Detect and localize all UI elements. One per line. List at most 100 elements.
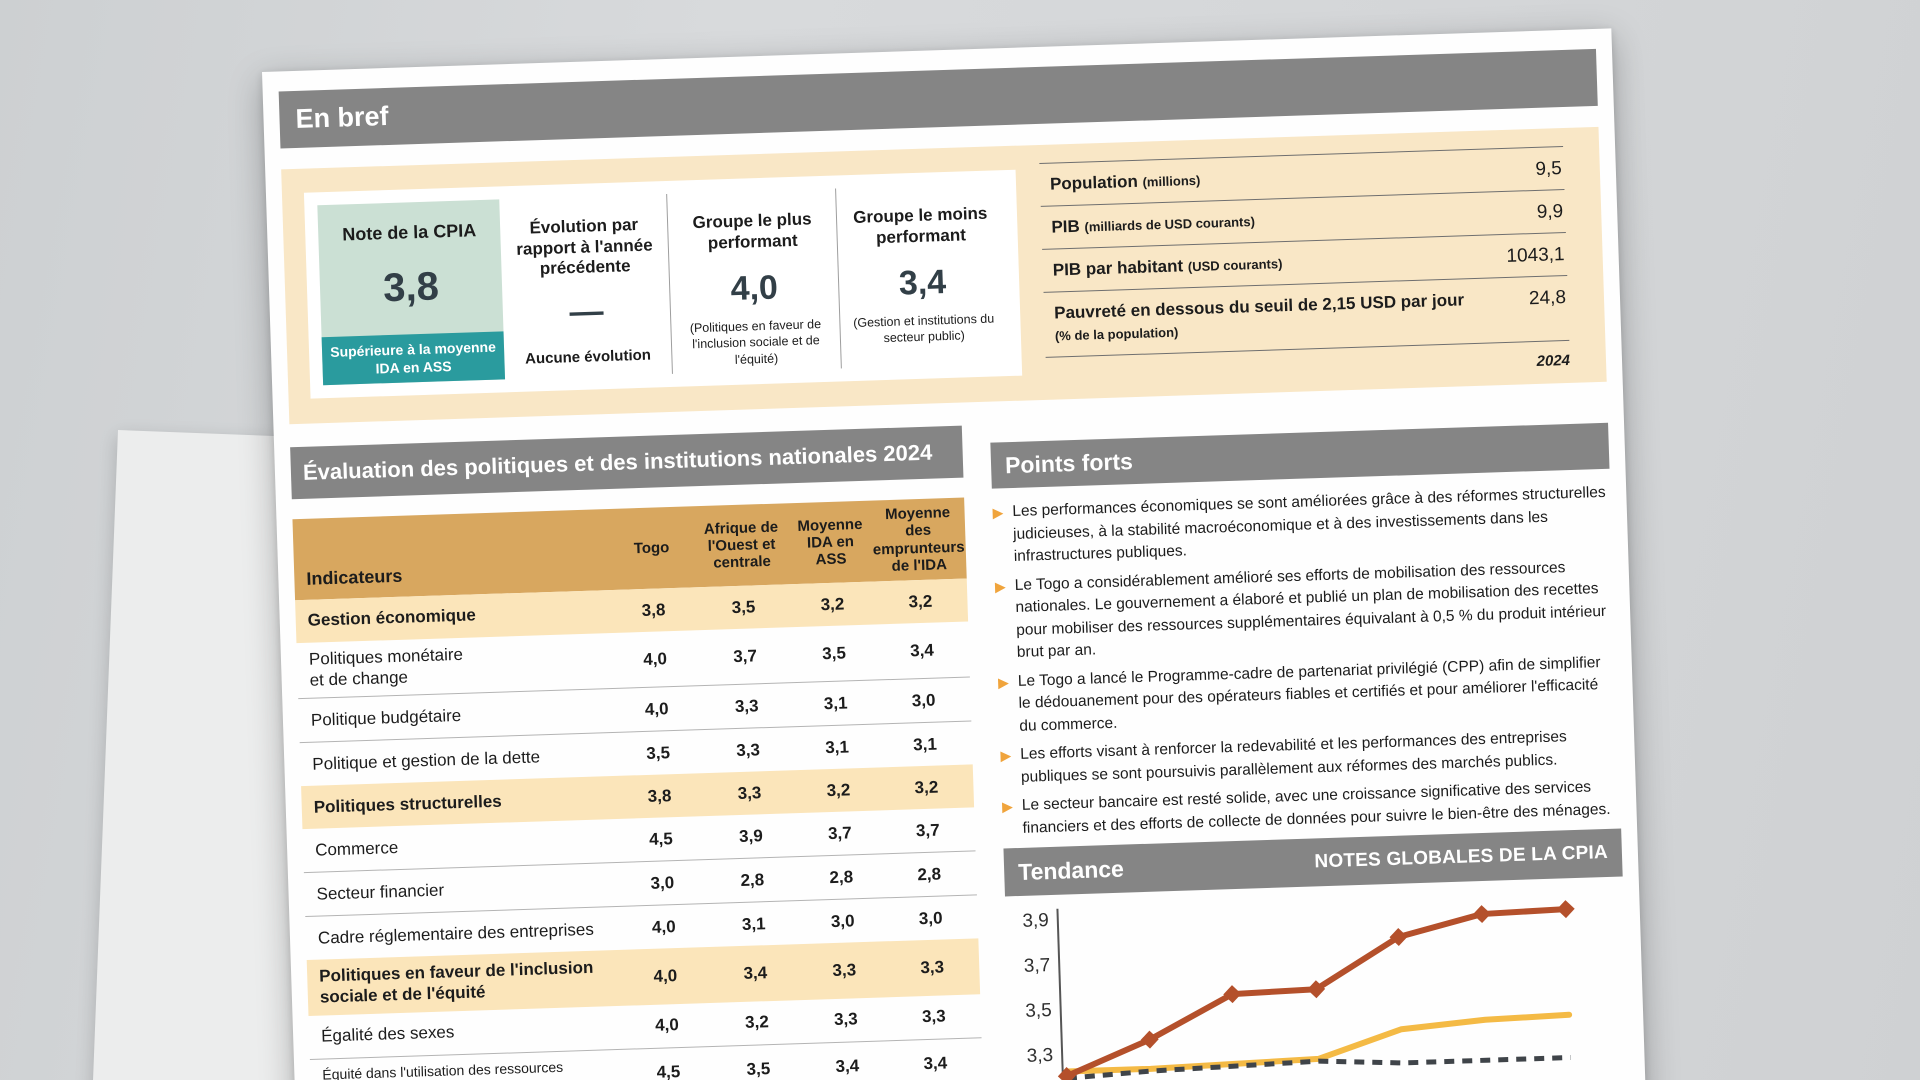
stat-value: 1043,1 <box>1506 244 1565 267</box>
stat-text: Population (millions) <box>1050 160 1483 197</box>
worst-group-value: 3,4 <box>898 263 947 303</box>
stat-text: PIB (milliards de USD courants) <box>1051 203 1484 240</box>
column-header: Afrique de l'Ouest et centrale <box>703 518 779 572</box>
stat-value: 9,5 <box>1535 158 1563 180</box>
row-value: 3,8 <box>641 599 666 620</box>
series-ligne-pointillee-foncee <box>1066 1055 1571 1080</box>
y-axis-tick-label: 3,9 <box>1022 910 1049 932</box>
row-label: Cadre réglementaire des entreprises <box>317 919 595 948</box>
cpia-score-box: Note de la CPIA 3,8 Supérieure à la moye… <box>317 199 506 386</box>
stat-unit: (millions) <box>1142 172 1201 190</box>
diamond-marker <box>1223 985 1242 1004</box>
row-value: 3,4 <box>923 1053 948 1074</box>
stat-text: Pauvreté en dessous du seuil de 2,15 USD… <box>1054 289 1487 347</box>
y-axis-tick-label: 3,5 <box>1025 1000 1052 1022</box>
row-label: Commerce <box>314 837 399 860</box>
column-header: Moyenne IDA en ASS <box>797 515 863 569</box>
row-value: 3,0 <box>650 873 675 893</box>
right-column: Points forts ▶ Les performances économiqu… <box>990 422 1630 1080</box>
bullet-item: ▶ Le Togo a lancé le Programme-cadre de p… <box>998 651 1618 738</box>
row-value: 3,5 <box>821 643 847 663</box>
row-label: Secteur financier <box>316 880 445 904</box>
stat-label: Population <box>1049 171 1143 194</box>
row-value: 3,1 <box>824 737 850 758</box>
row-value: 3,0 <box>911 690 936 711</box>
diamond-marker <box>1556 900 1575 919</box>
evaluation-title: Évaluation des politiques et des institu… <box>302 439 933 485</box>
bullet-item: ▶ Les performances économiques se sont am… <box>992 482 1612 569</box>
diamond-marker <box>1389 928 1408 947</box>
stat-value: 9,9 <box>1536 201 1564 223</box>
row-value: 3,3 <box>833 1009 859 1030</box>
row-value: 3,3 <box>920 957 945 978</box>
y-axis-tick-label: 3,7 <box>1024 955 1051 977</box>
row-value: 4,0 <box>653 966 678 987</box>
row-value: 3,3 <box>832 960 857 981</box>
diamond-marker <box>1057 1067 1076 1080</box>
row-value: 3,3 <box>734 696 759 717</box>
row-label: Politique et gestion de la dette <box>312 746 541 774</box>
row-value: 3,1 <box>741 914 766 934</box>
evaluation-section: Évaluation des politiques et des institu… <box>290 425 984 1080</box>
row-label: Politiques en faveur de l'inclusion soci… <box>318 958 594 1007</box>
bullet-triangle-icon: ▶ <box>992 504 1004 521</box>
points-forts-title: Points forts <box>1004 447 1134 478</box>
evaluation-header-bar: Évaluation des politiques et des institu… <box>290 425 964 500</box>
stat-unit: (USD courants) <box>1187 256 1283 275</box>
row-value: 3,1 <box>823 693 848 714</box>
row-value: 3,4 <box>743 963 768 984</box>
stat-label: Pauvreté en dessous du seuil de 2,15 USD… <box>1053 290 1465 323</box>
evolution-column: Évolution par rapport à l'année précéden… <box>499 194 672 379</box>
row-label: Politiques monétaire et de change <box>308 644 464 690</box>
best-group-value: 4,0 <box>729 268 779 308</box>
row-value: 4,0 <box>644 699 669 719</box>
cpia-score-value: 3,8 <box>382 264 440 311</box>
row-value: 4,0 <box>643 648 668 669</box>
row-value: 3,8 <box>647 786 672 806</box>
bullet-triangle-icon: ▶ <box>1000 747 1012 764</box>
document-page: En bref Note de la CPIA 3,8 Supérieure à… <box>262 28 1650 1080</box>
best-group-note: (Politiques en faveur de l'inclusion soc… <box>689 317 822 367</box>
row-value: 3,5 <box>646 743 671 763</box>
worst-group-label: Groupe le moins performant <box>852 203 988 247</box>
best-group-label: Groupe le plus performant <box>692 209 812 253</box>
row-value: 2,8 <box>829 867 854 888</box>
en-bref-title: En bref <box>295 100 389 134</box>
tendance-header-bar: Tendance NOTES GLOBALES DE LA CPIA <box>1003 828 1623 897</box>
bullet-triangle-icon: ▶ <box>997 673 1010 691</box>
stats-year: 2024 <box>1536 351 1571 370</box>
bullet-item: ▶ Le Togo a considérablement amélioré ses… <box>995 555 1616 665</box>
row-value: 3,0 <box>830 911 855 932</box>
stats-list: Population (millions) 9,5 PIB (milliards d… <box>1039 146 1570 358</box>
row-value: 3,2 <box>826 780 851 801</box>
column-header: Indicateurs <box>306 566 403 590</box>
stat-label: PIB par habitant <box>1052 256 1189 280</box>
worst-group-note: (Gestion et institutions du secteur publ… <box>852 311 995 346</box>
stat-text: PIB par habitant (USD courants) <box>1052 246 1485 283</box>
bullet-text: Le Togo a lancé le Programme-cadre de pa… <box>1017 653 1601 735</box>
tendance-subtitle: NOTES GLOBALES DE LA CPIA <box>1314 841 1609 873</box>
diamond-marker <box>1140 1030 1159 1049</box>
row-value: 3,5 <box>746 1059 771 1079</box>
row-value: 3,2 <box>744 1012 770 1033</box>
worst-group-column: Groupe le moins performant 3,4 (Gestion … <box>834 183 1009 369</box>
column-header: Togo <box>633 538 670 558</box>
row-value: 3,7 <box>827 823 852 844</box>
row-value: 3,3 <box>921 1006 946 1027</box>
row-value: 3,3 <box>736 740 761 761</box>
y-axis-line <box>1056 908 1066 1080</box>
row-value: 4,0 <box>651 917 676 937</box>
row-value: 3,4 <box>835 1056 860 1077</box>
row-value: 3,7 <box>915 820 940 841</box>
stat-unit: (milliards de USD courants) <box>1084 214 1256 235</box>
row-label: Politiques structurelles <box>313 791 502 817</box>
bullet-triangle-icon: ▶ <box>994 577 1007 595</box>
indicators-table: Indicateurs Togo Afrique de l'Ouest et c… <box>292 497 984 1080</box>
best-group-column: Groupe le plus performant 4,0 (Politique… <box>666 188 841 374</box>
row-label: Gestion économique <box>307 605 477 630</box>
diamond-marker <box>1472 905 1491 924</box>
tendance-title: Tendance <box>1017 855 1125 885</box>
row-value: 3,7 <box>732 646 758 666</box>
table-body: Gestion économique 3,8 3,5 3,2 3,2 Politiques… <box>295 578 984 1080</box>
evolution-label: Évolution par rapport à l'année précéden… <box>516 214 653 279</box>
